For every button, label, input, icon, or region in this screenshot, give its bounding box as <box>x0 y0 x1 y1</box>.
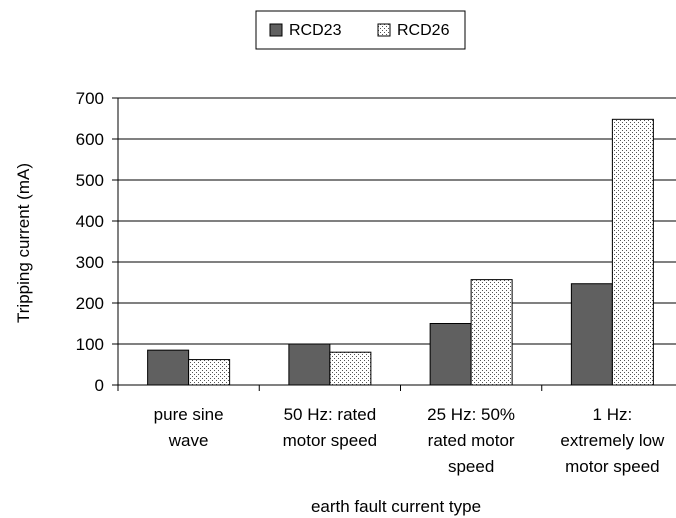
bar-rcd23 <box>570 283 613 386</box>
bar-rcd26 <box>188 359 231 386</box>
y-axis-title: Tripping current (mA) <box>14 163 33 323</box>
bar-rcd26 <box>470 279 513 386</box>
bar-rcd23 <box>288 343 331 386</box>
x-axis-title: earth fault current type <box>311 497 481 516</box>
legend-label-rcd23: RCD23 <box>289 22 342 39</box>
y-tick-labels: 0 100 200 300 400 500 600 700 <box>76 89 104 395</box>
legend-label-rcd26: RCD26 <box>397 22 450 39</box>
x-tick-label: pure sine wave <box>154 405 224 450</box>
legend-swatch-rcd26 <box>377 23 391 37</box>
legend-box <box>255 10 466 50</box>
x-tick-label: 1 Hz: extremely low motor speed <box>560 405 665 476</box>
x-tick-labels: pure sine wave 50 Hz: rated motor speed 25 H… <box>154 405 665 476</box>
y-tick-label: 200 <box>76 294 104 313</box>
y-tick-label: 600 <box>76 130 104 149</box>
bar-rcd26 <box>329 351 372 386</box>
y-tick-label: 300 <box>76 253 104 272</box>
axes <box>117 98 676 391</box>
y-tick-label: 700 <box>76 89 104 108</box>
y-tick-label: 0 <box>95 376 104 395</box>
bar-rcd26 <box>611 118 654 386</box>
bar-rcd23 <box>429 323 472 386</box>
bars <box>147 118 654 386</box>
bar-rcd23 <box>147 349 190 386</box>
y-tick-label: 100 <box>76 335 104 354</box>
legend: RCD23 RCD26 <box>255 10 466 50</box>
x-tick-label: 50 Hz: rated motor speed <box>283 405 378 450</box>
y-tick-label: 500 <box>76 171 104 190</box>
x-tick-label: 25 Hz: 50% rated motor speed <box>427 405 515 476</box>
legend-swatch-rcd23 <box>269 23 283 37</box>
y-tick-label: 400 <box>76 212 104 231</box>
